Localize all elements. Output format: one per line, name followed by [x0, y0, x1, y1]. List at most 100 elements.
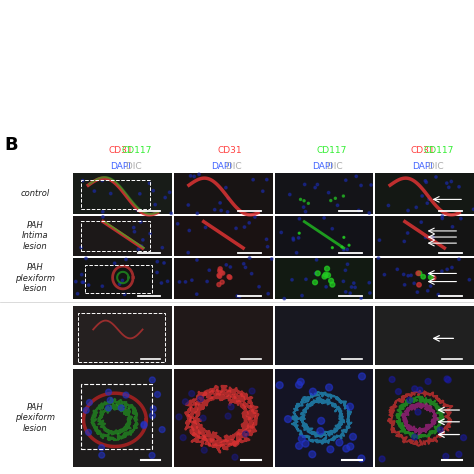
- Circle shape: [243, 226, 246, 228]
- Circle shape: [86, 400, 92, 405]
- Circle shape: [218, 269, 222, 273]
- Circle shape: [325, 266, 329, 271]
- Circle shape: [149, 413, 155, 419]
- Circle shape: [407, 274, 410, 277]
- Text: DAPI: DAPI: [211, 163, 232, 171]
- Circle shape: [310, 388, 316, 395]
- Circle shape: [284, 416, 292, 422]
- Circle shape: [424, 180, 427, 182]
- Circle shape: [429, 285, 432, 287]
- Circle shape: [443, 454, 449, 459]
- Circle shape: [421, 195, 423, 197]
- Circle shape: [322, 274, 327, 279]
- Circle shape: [161, 246, 164, 249]
- Circle shape: [184, 281, 187, 283]
- Circle shape: [358, 455, 365, 462]
- Circle shape: [154, 203, 156, 206]
- Circle shape: [81, 273, 83, 276]
- Circle shape: [447, 186, 450, 189]
- Circle shape: [188, 229, 191, 232]
- Circle shape: [236, 295, 238, 297]
- Circle shape: [139, 221, 142, 223]
- Circle shape: [81, 281, 83, 283]
- Circle shape: [395, 389, 401, 394]
- Circle shape: [301, 294, 303, 297]
- Circle shape: [238, 295, 241, 298]
- Circle shape: [217, 283, 221, 287]
- Bar: [73, 306, 172, 365]
- Circle shape: [360, 184, 362, 187]
- Circle shape: [343, 445, 350, 452]
- Circle shape: [213, 209, 216, 211]
- Circle shape: [189, 391, 195, 397]
- Circle shape: [298, 218, 301, 220]
- Circle shape: [232, 454, 238, 460]
- Circle shape: [156, 271, 158, 273]
- Circle shape: [220, 280, 224, 284]
- Circle shape: [102, 216, 104, 218]
- Circle shape: [101, 285, 103, 287]
- Circle shape: [346, 403, 354, 410]
- Circle shape: [258, 285, 260, 288]
- Circle shape: [407, 210, 409, 212]
- Circle shape: [125, 258, 127, 261]
- Circle shape: [248, 222, 250, 224]
- Circle shape: [315, 271, 320, 276]
- Circle shape: [271, 258, 273, 260]
- Circle shape: [428, 273, 430, 276]
- Circle shape: [441, 217, 444, 219]
- Circle shape: [424, 236, 427, 238]
- Circle shape: [149, 377, 155, 383]
- Circle shape: [426, 202, 428, 204]
- Circle shape: [437, 293, 439, 296]
- Circle shape: [178, 281, 181, 283]
- Circle shape: [431, 275, 436, 280]
- Circle shape: [218, 267, 222, 271]
- Bar: [274, 306, 374, 365]
- Text: PAH
plexiform
lesion: PAH plexiform lesion: [15, 264, 55, 293]
- Text: CD117: CD117: [316, 146, 346, 155]
- Circle shape: [379, 456, 385, 462]
- Circle shape: [266, 246, 269, 248]
- Circle shape: [460, 218, 462, 220]
- Circle shape: [345, 291, 347, 293]
- Circle shape: [235, 227, 237, 229]
- Circle shape: [149, 232, 151, 235]
- Circle shape: [472, 208, 474, 210]
- Circle shape: [252, 179, 255, 181]
- Circle shape: [154, 211, 156, 214]
- Circle shape: [80, 246, 82, 249]
- Circle shape: [297, 237, 300, 239]
- Circle shape: [137, 248, 140, 250]
- Circle shape: [315, 259, 318, 261]
- Circle shape: [349, 292, 351, 294]
- Circle shape: [355, 175, 357, 178]
- Circle shape: [265, 178, 268, 181]
- Circle shape: [428, 275, 433, 279]
- Circle shape: [206, 280, 208, 283]
- Circle shape: [425, 181, 428, 183]
- Circle shape: [416, 291, 419, 293]
- Circle shape: [176, 223, 179, 225]
- Circle shape: [468, 279, 471, 281]
- Circle shape: [347, 443, 354, 450]
- Circle shape: [303, 183, 306, 186]
- Circle shape: [461, 435, 466, 441]
- Circle shape: [343, 248, 345, 251]
- Circle shape: [99, 445, 104, 451]
- Circle shape: [325, 286, 328, 288]
- Circle shape: [304, 210, 307, 213]
- Circle shape: [412, 434, 418, 440]
- Circle shape: [389, 376, 395, 383]
- Circle shape: [76, 292, 79, 295]
- Circle shape: [354, 286, 356, 289]
- Circle shape: [415, 206, 418, 209]
- Circle shape: [383, 273, 386, 276]
- Circle shape: [295, 252, 298, 254]
- Circle shape: [377, 257, 380, 259]
- Circle shape: [123, 392, 129, 398]
- Circle shape: [225, 186, 227, 189]
- Circle shape: [316, 183, 319, 186]
- Circle shape: [198, 173, 200, 175]
- Circle shape: [219, 271, 223, 274]
